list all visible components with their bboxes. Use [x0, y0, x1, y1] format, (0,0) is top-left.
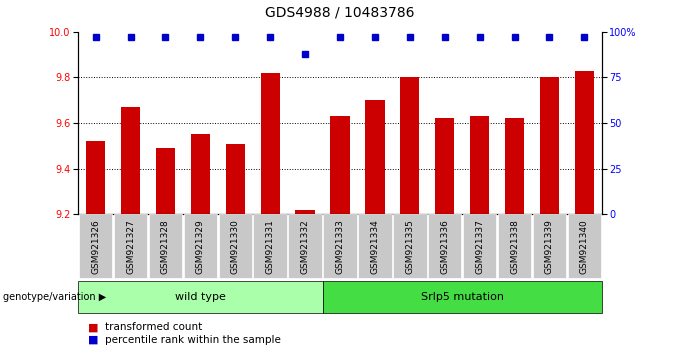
Text: GDS4988 / 10483786: GDS4988 / 10483786	[265, 5, 415, 19]
Text: GSM921336: GSM921336	[440, 219, 449, 274]
Bar	[296, 210, 315, 214]
Text: GSM921328: GSM921328	[161, 219, 170, 274]
Text: GSM921334: GSM921334	[371, 219, 379, 274]
Bar	[540, 78, 559, 214]
Bar	[226, 143, 245, 214]
Bar	[330, 116, 350, 214]
Text: GSM921340: GSM921340	[580, 219, 589, 274]
Bar	[260, 73, 279, 214]
Bar	[121, 107, 140, 214]
Text: genotype/variation ▶: genotype/variation ▶	[3, 292, 107, 302]
Bar	[575, 70, 594, 214]
Bar	[156, 148, 175, 214]
Text: GSM921339: GSM921339	[545, 219, 554, 274]
Text: GSM921331: GSM921331	[266, 219, 275, 274]
Bar	[435, 119, 454, 214]
Text: ■: ■	[88, 335, 99, 345]
Bar	[401, 78, 420, 214]
Text: GSM921330: GSM921330	[231, 219, 240, 274]
Text: wild type: wild type	[175, 292, 226, 302]
Text: GSM921329: GSM921329	[196, 219, 205, 274]
Text: GSM921337: GSM921337	[475, 219, 484, 274]
Bar	[505, 119, 524, 214]
Text: Srlp5 mutation: Srlp5 mutation	[421, 292, 504, 302]
Bar	[191, 135, 210, 214]
Text: GSM921332: GSM921332	[301, 219, 309, 274]
Text: transformed count: transformed count	[105, 322, 203, 332]
Text: percentile rank within the sample: percentile rank within the sample	[105, 335, 282, 345]
Bar	[86, 141, 105, 214]
Bar	[470, 116, 489, 214]
Text: GSM921326: GSM921326	[91, 219, 100, 274]
Text: GSM921338: GSM921338	[510, 219, 519, 274]
Bar	[365, 100, 384, 214]
Text: GSM921327: GSM921327	[126, 219, 135, 274]
Text: ■: ■	[88, 322, 99, 332]
Text: GSM921333: GSM921333	[335, 219, 345, 274]
Text: GSM921335: GSM921335	[405, 219, 414, 274]
